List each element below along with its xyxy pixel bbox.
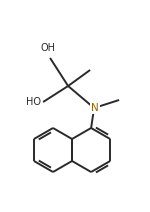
Text: HO: HO: [26, 97, 41, 107]
Text: N: N: [91, 103, 99, 113]
Text: OH: OH: [41, 43, 56, 53]
